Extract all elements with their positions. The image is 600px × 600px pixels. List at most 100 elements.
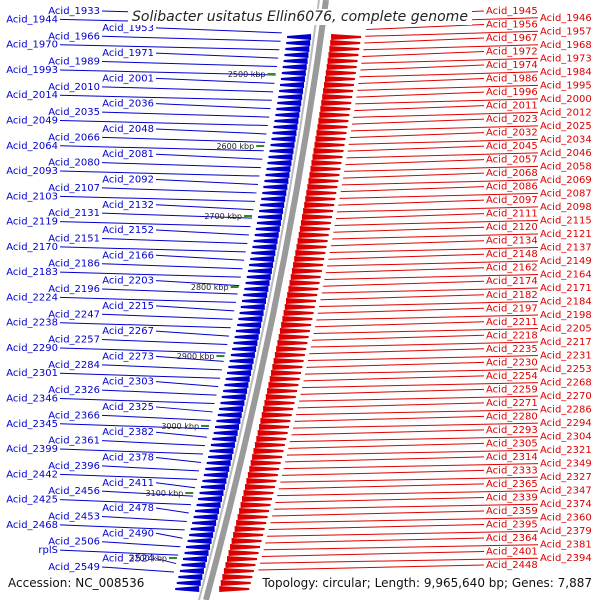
right-gene-label: Acid_1984	[540, 67, 592, 78]
right-gene-label: Acid_2271	[486, 398, 538, 409]
right-connector-line	[364, 37, 485, 44]
right-gene-label: Acid_2218	[486, 330, 538, 341]
right-strand-feature	[269, 376, 300, 382]
right-strand-feature	[273, 358, 304, 364]
left-connector-line	[101, 440, 206, 447]
right-gene-label: Acid_2349	[540, 459, 592, 470]
right-strand-feature	[227, 556, 258, 562]
left-strand-feature	[252, 244, 277, 250]
right-strand-feature	[312, 154, 343, 160]
right-gene-label: Acid_2314	[486, 452, 538, 463]
left-connector-line	[101, 187, 257, 194]
left-strand-feature	[210, 442, 235, 448]
left-connector-line	[101, 313, 233, 320]
left-connector-line	[59, 347, 226, 354]
left-gene-label: Acid_2345	[6, 419, 58, 430]
left-strand-feature	[203, 472, 228, 478]
left-strand-feature	[286, 40, 311, 46]
right-connector-line	[320, 294, 485, 301]
right-connector-line	[356, 91, 485, 98]
right-connector-line	[278, 483, 485, 490]
left-strand-feature	[240, 304, 265, 310]
right-gene-label: Acid_2184	[540, 297, 592, 308]
right-gene-label: Acid_1957	[540, 26, 592, 37]
left-strand-feature	[234, 334, 259, 340]
left-gene-label: Acid_2151	[48, 233, 100, 244]
right-strand-feature	[281, 322, 312, 328]
left-gene-label: Acid_2010	[48, 82, 100, 93]
right-gene-label: Acid_2045	[486, 141, 538, 152]
left-connector-line	[155, 507, 189, 514]
left-connector-line	[59, 448, 204, 455]
left-strand-feature	[200, 484, 225, 490]
right-gene-label: Acid_2086	[486, 182, 538, 193]
left-gene-label: Acid_2346	[6, 394, 58, 405]
right-gene-label: Acid_2046	[540, 148, 592, 159]
right-gene-label: Acid_2000	[540, 94, 592, 105]
right-gene-labels: Acid_1945Acid_1946Acid_1956Acid_1957Acid…	[486, 6, 592, 571]
right-gene-label: Acid_2182	[486, 290, 538, 301]
left-gene-label: Acid_2247	[48, 309, 100, 320]
right-gene-label: Acid_2174	[486, 276, 538, 287]
left-strand-feature	[195, 508, 220, 514]
right-strand-feature	[296, 244, 327, 250]
right-gene-label: Acid_2025	[540, 121, 592, 132]
left-strand-feature	[267, 160, 292, 166]
right-gene-label: Acid_2305	[486, 438, 538, 449]
left-strand-feature	[262, 190, 287, 196]
right-connector-line	[275, 496, 485, 503]
right-strand-feature	[286, 298, 316, 304]
left-strand-feature	[259, 208, 284, 214]
right-strand-feature	[261, 412, 292, 418]
right-strand-feature	[276, 346, 307, 352]
right-connector-line	[312, 334, 485, 341]
left-gene-label: Acid_1944	[6, 14, 58, 25]
left-connector-line	[101, 86, 274, 93]
left-gene-label: Acid_2001	[102, 73, 154, 84]
left-connector-line	[155, 558, 177, 565]
right-connector-line	[261, 550, 485, 557]
right-connector-line	[328, 253, 485, 260]
left-strand-feature	[281, 70, 306, 76]
left-gene-label: Acid_2081	[102, 149, 154, 160]
right-strand-feature	[309, 172, 340, 178]
right-connector-line	[294, 415, 485, 422]
right-gene-label: Acid_2137	[540, 242, 592, 253]
right-strand-feature	[291, 268, 322, 274]
right-connector-line	[348, 138, 539, 145]
right-gene-label: Acid_2087	[540, 188, 592, 199]
right-connector-line	[277, 490, 539, 497]
right-strand-feature	[307, 184, 338, 190]
left-connector-line	[59, 195, 256, 202]
right-strand-feature	[222, 574, 253, 580]
right-strand-feature	[260, 418, 291, 424]
left-strand-feature	[230, 352, 255, 358]
right-strand-feature	[324, 82, 355, 88]
left-strand-feature	[206, 460, 231, 466]
left-strand-feature	[275, 112, 300, 118]
right-connector-line	[289, 436, 539, 443]
left-gene-label: Acid_2035	[48, 107, 100, 118]
left-connector-line	[155, 482, 196, 489]
right-strand-feature	[288, 286, 319, 292]
right-strand-feature	[247, 472, 278, 478]
left-strand-feature	[273, 124, 298, 130]
right-strand-feature	[278, 334, 309, 340]
backbone-arc-outer	[203, 0, 329, 600]
left-gene-label: Acid_2238	[6, 318, 58, 329]
right-connector-line	[307, 355, 539, 362]
right-gene-label: Acid_2235	[486, 344, 538, 355]
right-strand-feature	[297, 238, 328, 244]
right-connector-line	[317, 307, 485, 314]
right-strand-feature	[282, 316, 313, 322]
right-strand-feature	[324, 76, 355, 82]
right-connector-line	[366, 24, 485, 31]
right-strand-feature	[300, 220, 331, 226]
left-strand-feature	[253, 238, 278, 244]
right-gene-label: Acid_2068	[486, 168, 538, 179]
right-gene-label: Acid_2395	[486, 519, 538, 530]
left-gene-label: Acid_2107	[48, 183, 100, 194]
left-gene-label: Acid_2119	[6, 217, 58, 228]
left-connector-line	[59, 524, 185, 531]
right-connector-line	[280, 476, 539, 483]
